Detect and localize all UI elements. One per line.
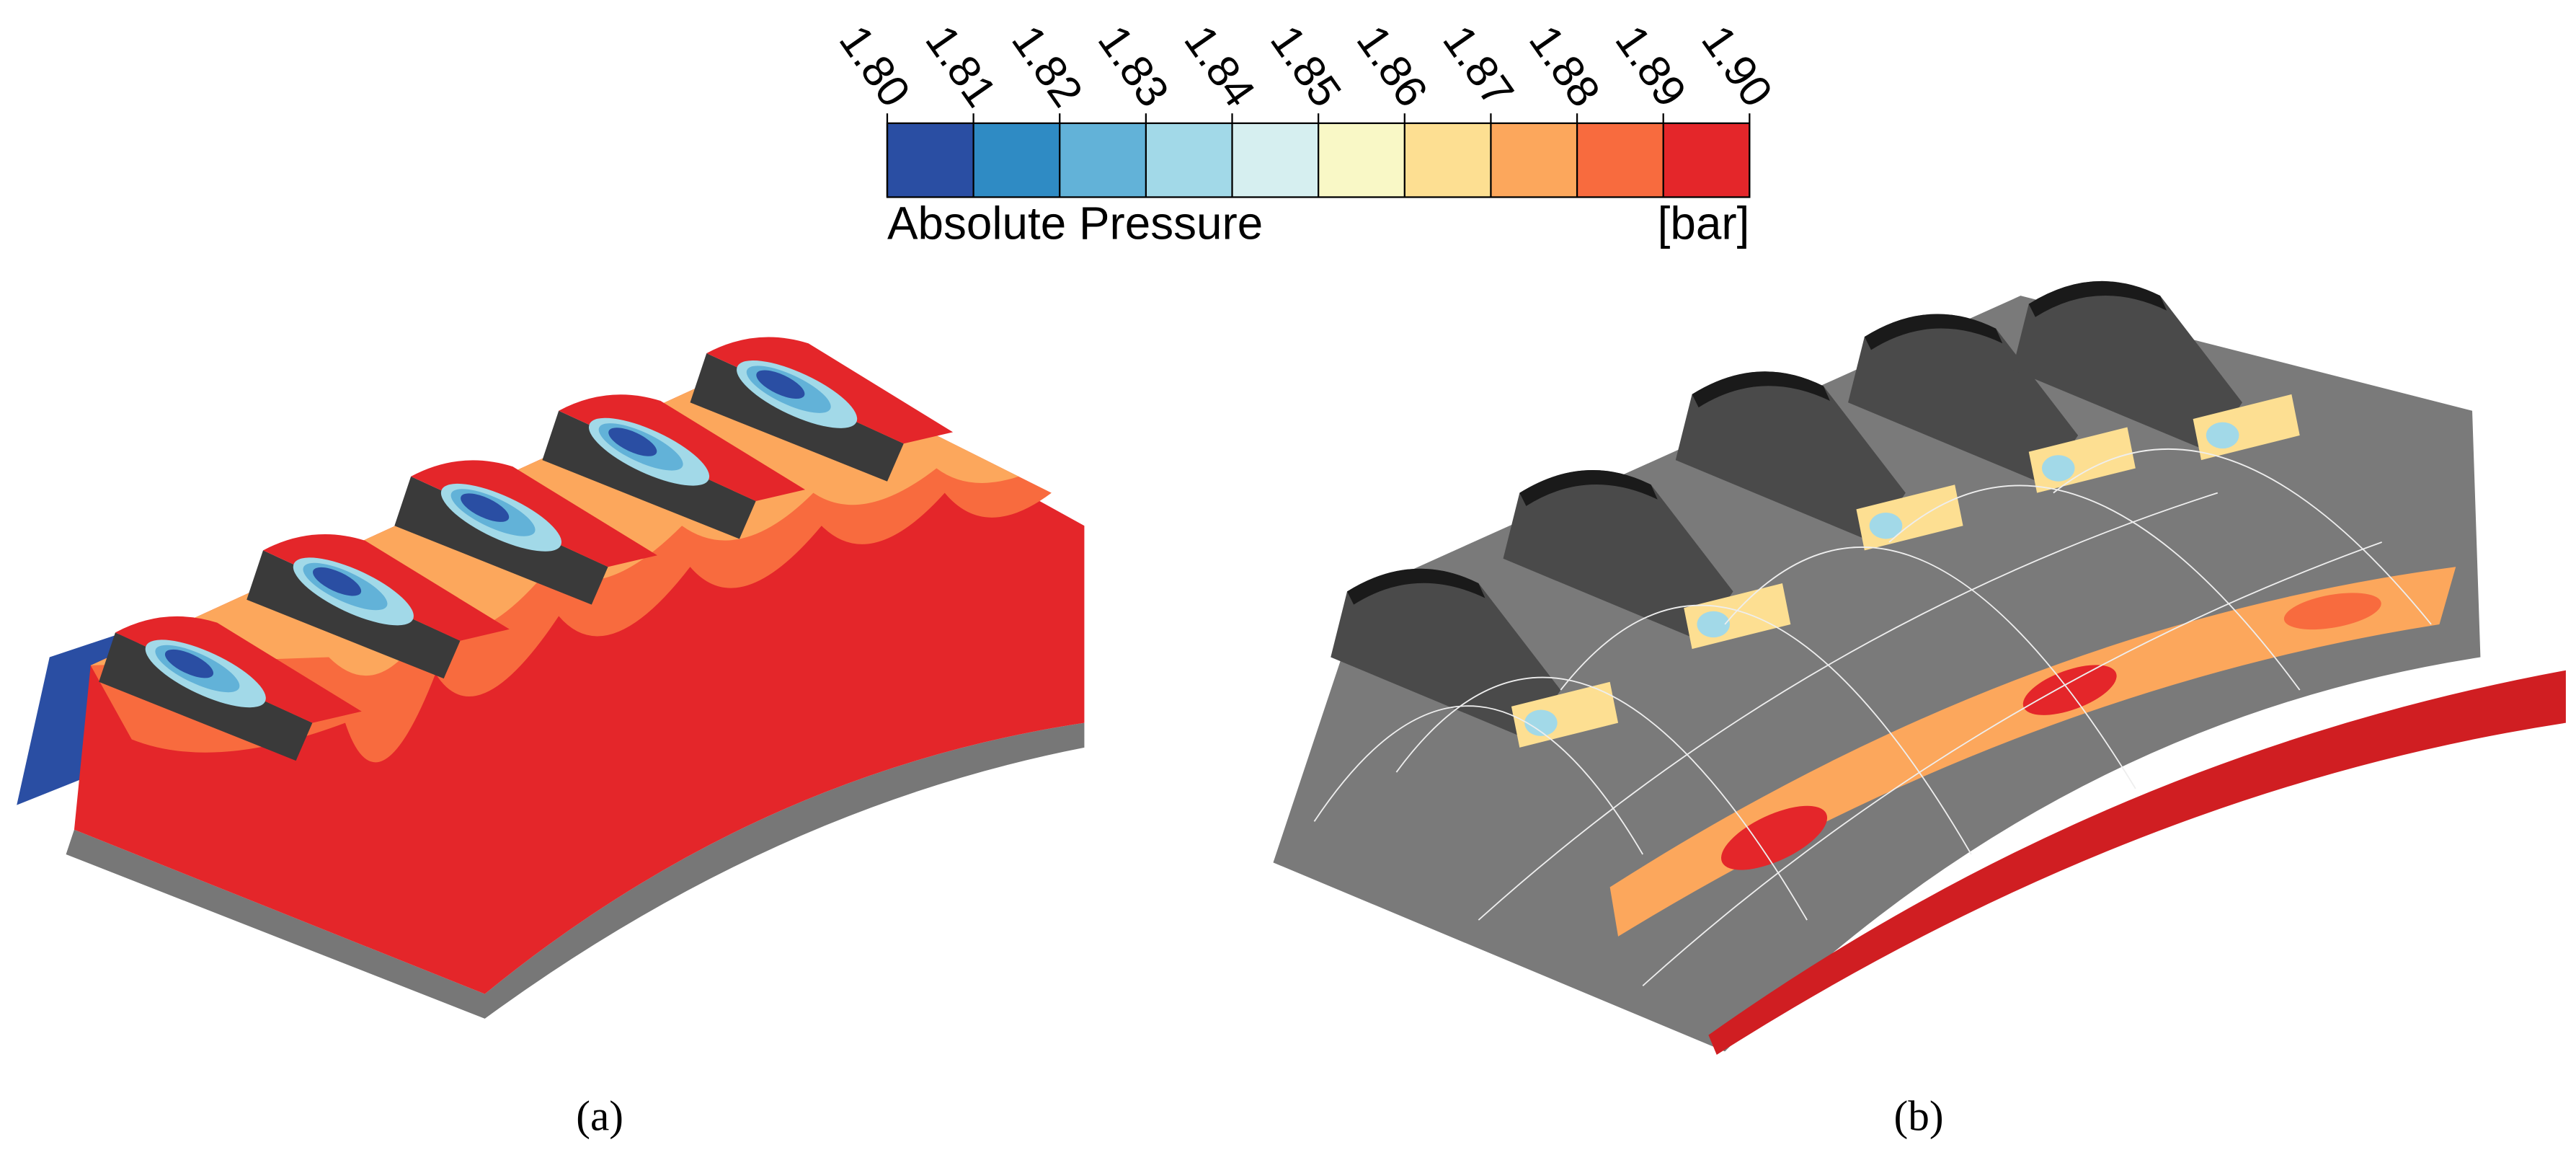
colorbar-unit: [bar] xyxy=(1658,197,1750,249)
tick-label: 1.84 xyxy=(1174,17,1264,116)
tick-label: 1.83 xyxy=(1088,17,1178,116)
color-bin xyxy=(1663,123,1750,198)
color-bin xyxy=(1404,123,1491,198)
color-bin xyxy=(1060,123,1146,198)
tick-label: 1.89 xyxy=(1606,17,1696,116)
color-bin xyxy=(1491,123,1578,198)
tick-label: 1.87 xyxy=(1433,17,1523,116)
panel-label: (a) xyxy=(576,1092,623,1140)
tick-label: 1.82 xyxy=(1002,17,1092,116)
color-bin xyxy=(1232,123,1319,198)
tick-label: 1.80 xyxy=(830,17,920,116)
tick-label: 1.86 xyxy=(1347,17,1437,116)
panel-b-render xyxy=(1273,280,2566,1055)
color-bin xyxy=(1318,123,1405,198)
panel-a-render xyxy=(17,337,1085,1019)
tick-label: 1.81 xyxy=(915,17,1005,116)
tick-label: 1.85 xyxy=(1261,17,1351,116)
color-bin xyxy=(887,123,974,198)
tick-label: 1.90 xyxy=(1692,17,1782,116)
colorbar-title: Absolute Pressure xyxy=(887,197,1263,249)
color-bin xyxy=(1577,123,1664,198)
tick-label: 1.88 xyxy=(1519,17,1609,116)
color-bin xyxy=(973,123,1060,198)
colorbar: 1.801.811.821.831.841.851.861.871.881.89… xyxy=(830,17,1782,198)
color-bin xyxy=(1145,123,1233,198)
panel-label: (b) xyxy=(1894,1092,1944,1140)
